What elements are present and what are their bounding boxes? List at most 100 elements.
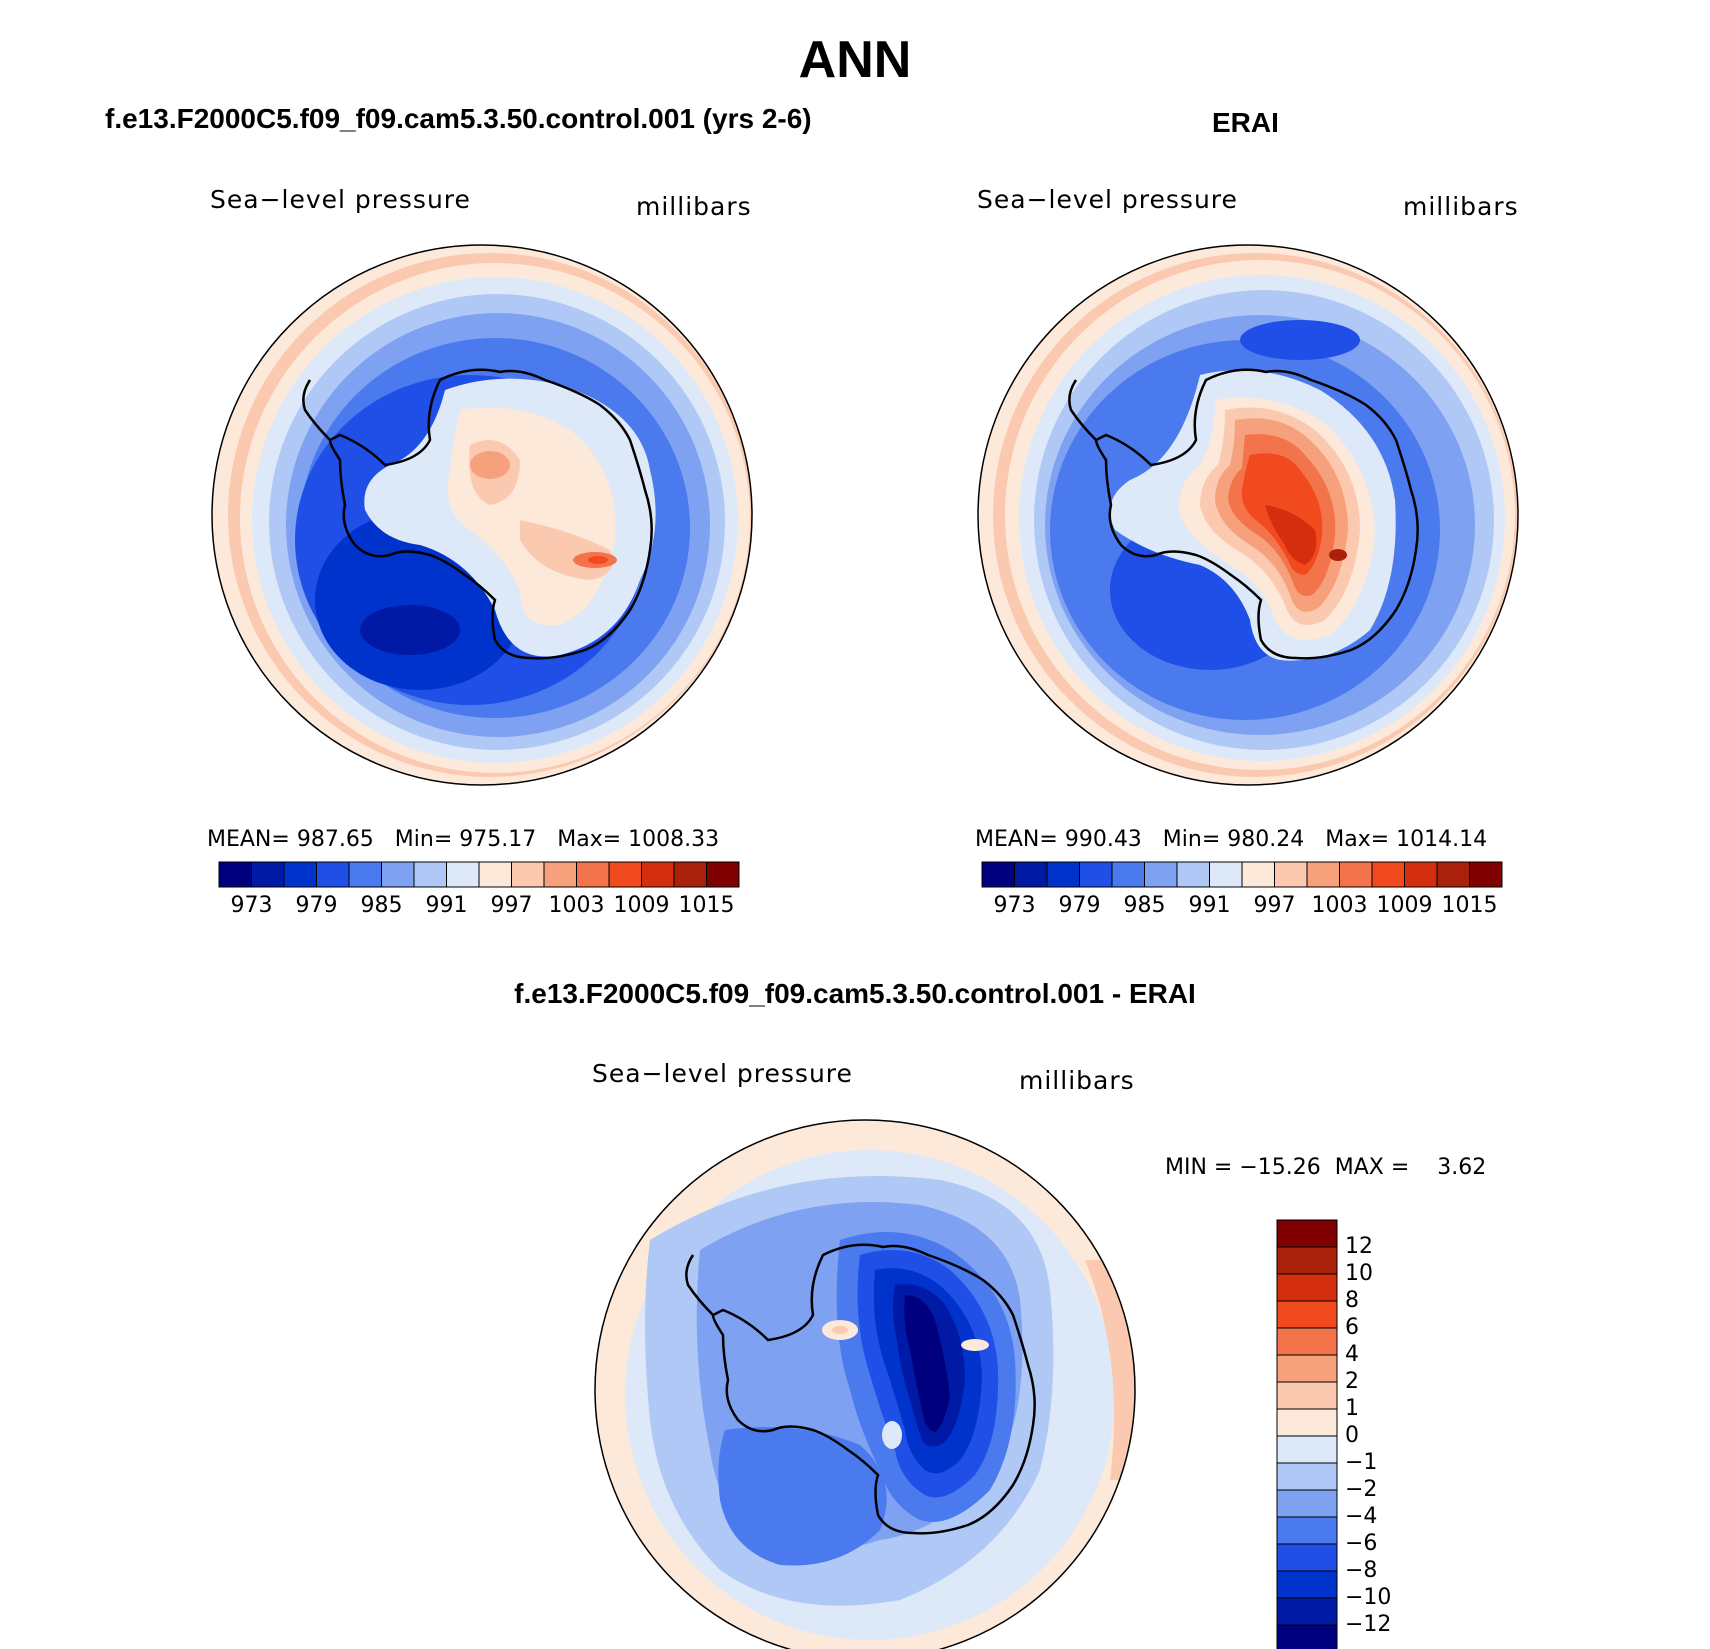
left-min-value: 975.17 — [459, 827, 537, 852]
colorbar-tick-label: 991 — [425, 893, 468, 918]
colorbar-swatch — [1274, 861, 1308, 888]
left-stats: MEAN= 987.65 Min= 975.17 Max= 1008.33 — [207, 827, 719, 852]
colorbar-swatch — [1276, 1462, 1338, 1491]
right-mean-label: MEAN= — [975, 827, 1058, 852]
colorbar-swatch — [1111, 861, 1145, 888]
colorbar-swatch — [1276, 1354, 1338, 1383]
colorbar-swatch — [511, 861, 545, 888]
colorbar-tick-label: 2 — [1345, 1369, 1359, 1394]
colorbar-tick-label: 8 — [1345, 1288, 1359, 1313]
colorbar-tick-label: 1015 — [1441, 893, 1498, 918]
colorbar-swatch — [283, 861, 317, 888]
right-colorbar — [981, 861, 1503, 888]
colorbar-swatch — [1176, 861, 1210, 888]
right-map-border — [977, 244, 1519, 786]
left-max-label: Max= — [557, 827, 622, 852]
colorbar-tick-label: −8 — [1345, 1558, 1378, 1583]
colorbar-swatch — [1079, 861, 1113, 888]
colorbar-swatch — [1276, 1219, 1338, 1248]
left-units-label: millibars — [636, 192, 752, 221]
colorbar-swatch — [381, 861, 415, 888]
colorbar-swatch — [1276, 1327, 1338, 1356]
colorbar-tick-label: 4 — [1345, 1342, 1359, 1367]
colorbar-tick-label: 1009 — [1376, 893, 1433, 918]
colorbar-tick-label: −2 — [1345, 1477, 1378, 1502]
colorbar-tick-label: 985 — [1123, 893, 1166, 918]
colorbar-swatch — [348, 861, 382, 888]
colorbar-tick-label: −6 — [1345, 1531, 1378, 1556]
right-max-value: 1014.14 — [1396, 827, 1488, 852]
colorbar-swatch — [673, 861, 707, 888]
colorbar-tick-label: 991 — [1188, 893, 1231, 918]
colorbar-swatch — [981, 861, 1015, 888]
colorbar-swatch — [1339, 861, 1373, 888]
colorbar-swatch — [446, 861, 480, 888]
left-colorbar — [218, 861, 740, 888]
colorbar-tick-label: 973 — [230, 893, 273, 918]
right-map — [978, 245, 1518, 785]
left-panel-title: f.e13.F2000C5.f09_f09.cam5.3.50.control.… — [105, 103, 812, 134]
diff-map-border — [594, 1119, 1136, 1649]
left-mean-value: 987.65 — [296, 827, 374, 852]
colorbar-tick-label: 10 — [1345, 1261, 1373, 1286]
colorbar-swatch — [316, 861, 350, 888]
colorbar-tick-label: −12 — [1345, 1612, 1392, 1637]
colorbar-tick-label: 979 — [1058, 893, 1101, 918]
colorbar-tick-label: 12 — [1345, 1234, 1373, 1259]
colorbar-swatch — [1276, 1597, 1338, 1626]
colorbar-swatch — [1469, 861, 1503, 888]
colorbar-swatch — [218, 861, 252, 888]
right-units-label: millibars — [1403, 192, 1519, 221]
colorbar-tick-label: 1003 — [548, 893, 605, 918]
colorbar-tick-label: 0 — [1345, 1423, 1359, 1448]
colorbar-tick-label: 979 — [295, 893, 338, 918]
colorbar-swatch — [478, 861, 512, 888]
colorbar-swatch — [1436, 861, 1470, 888]
left-mean-label: MEAN= — [207, 827, 290, 852]
colorbar-swatch — [1306, 861, 1340, 888]
right-stats: MEAN= 990.43 Min= 980.24 Max= 1014.14 — [975, 827, 1487, 852]
diff-colorbar — [1276, 1219, 1338, 1649]
colorbar-swatch — [1144, 861, 1178, 888]
colorbar-swatch — [1014, 861, 1048, 888]
colorbar-swatch — [608, 861, 642, 888]
right-min-label: Min= — [1162, 827, 1221, 852]
colorbar-tick-label: −4 — [1345, 1504, 1378, 1529]
colorbar-swatch — [543, 861, 577, 888]
colorbar-tick-label: 973 — [993, 893, 1036, 918]
colorbar-tick-label: 1009 — [613, 893, 670, 918]
colorbar-swatch — [1404, 861, 1438, 888]
colorbar-swatch — [1276, 1300, 1338, 1329]
diff-units-label: millibars — [1019, 1066, 1135, 1095]
colorbar-tick-label: 6 — [1345, 1315, 1359, 1340]
right-mean-value: 990.43 — [1064, 827, 1142, 852]
colorbar-swatch — [1276, 1435, 1338, 1464]
diff-variable-label: Sea−level pressure — [592, 1059, 853, 1088]
left-map — [212, 245, 752, 785]
left-variable-label: Sea−level pressure — [210, 185, 471, 214]
colorbar-swatch — [1046, 861, 1080, 888]
diff-panel-title: f.e13.F2000C5.f09_f09.cam5.3.50.control.… — [514, 978, 1196, 1009]
right-max-label: Max= — [1325, 827, 1390, 852]
figure-title: ANN — [798, 31, 912, 89]
right-variable-label: Sea−level pressure — [977, 185, 1238, 214]
colorbar-tick-label: −1 — [1345, 1450, 1378, 1475]
colorbar-swatch — [413, 861, 447, 888]
right-panel-title: ERAI — [1212, 107, 1279, 138]
colorbar-swatch — [1276, 1516, 1338, 1545]
colorbar-tick-label: 985 — [360, 893, 403, 918]
right-min-value: 980.24 — [1227, 827, 1305, 852]
colorbar-swatch — [1276, 1408, 1338, 1437]
colorbar-swatch — [1209, 861, 1243, 888]
colorbar-swatch — [1276, 1246, 1338, 1275]
colorbar-swatch — [1276, 1624, 1338, 1649]
colorbar-swatch — [251, 861, 285, 888]
colorbar-swatch — [1276, 1489, 1338, 1518]
left-max-value: 1008.33 — [628, 827, 720, 852]
colorbar-swatch — [1276, 1273, 1338, 1302]
colorbar-tick-label: −10 — [1345, 1585, 1392, 1610]
colorbar-tick-label: 997 — [490, 893, 533, 918]
colorbar-swatch — [1241, 861, 1275, 888]
colorbar-tick-label: 1 — [1345, 1396, 1359, 1421]
colorbar-swatch — [1371, 861, 1405, 888]
